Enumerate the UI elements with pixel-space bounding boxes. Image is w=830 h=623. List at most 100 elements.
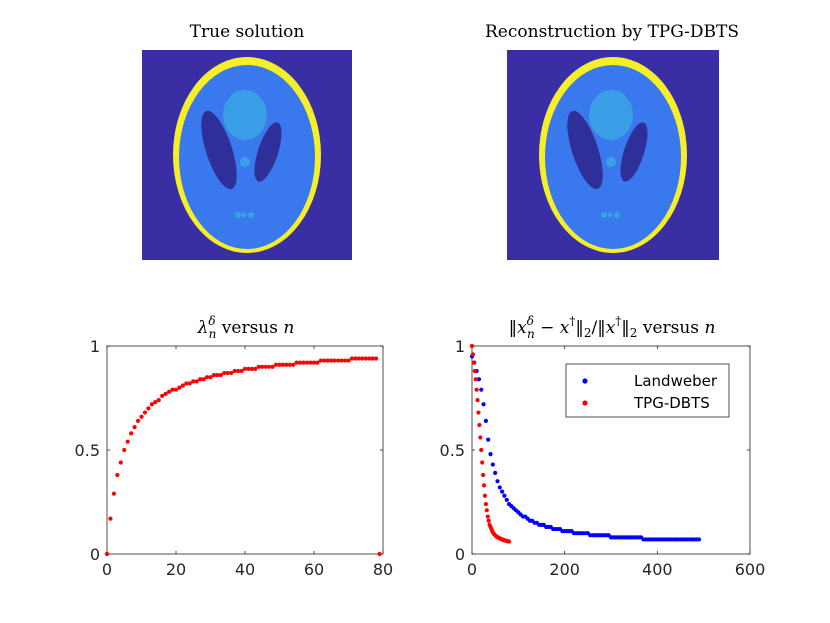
data-point-tpg-dbts: [477, 422, 482, 428]
data-point-lambda: [177, 385, 182, 390]
data-point-lambda: [170, 387, 175, 392]
data-point-landweber: [504, 497, 509, 503]
data-point-tpg-dbts: [472, 368, 477, 374]
data-point-lambda: [222, 370, 227, 376]
title-sup-delta: δ: [527, 314, 534, 328]
data-point-landweber: [488, 452, 493, 457]
data-point-landweber: [497, 485, 502, 490]
y-tick-label: 0.5: [75, 441, 100, 460]
data-point-lambda: [367, 356, 372, 361]
title-norm-close-2: ‖: [621, 318, 630, 338]
data-point-tpg-dbts: [480, 460, 485, 465]
data-point-lambda: [287, 362, 292, 367]
data-point-lambda: [336, 358, 341, 363]
data-point-lambda: [294, 360, 299, 365]
phantom-spot: [607, 212, 613, 218]
data-point-lambda: [298, 360, 303, 365]
title-rest: versus: [637, 318, 704, 338]
data-point-lambda: [377, 551, 382, 557]
y-tick-label: 0.5: [440, 441, 465, 460]
data-point-lambda: [146, 406, 151, 411]
data-point-lambda: [111, 491, 116, 496]
data-point-lambda: [163, 391, 168, 396]
phantom-reconstruction: Reconstruction by TPG-DBTS: [485, 22, 739, 260]
title-x: x: [517, 318, 527, 338]
data-point-lambda: [284, 362, 289, 367]
data-point-lambda: [167, 389, 172, 394]
legend-marker-tpg-dbts: [582, 400, 588, 406]
data-point-lambda: [232, 368, 237, 374]
image-title-true-solution: True solution: [190, 22, 305, 42]
data-point-lambda: [160, 393, 165, 399]
data-point-lambda: [322, 358, 327, 363]
data-point-lambda: [342, 358, 348, 363]
phantom-brain: [179, 65, 315, 249]
data-point-lambda: [184, 381, 189, 386]
data-point-lambda: [239, 368, 244, 374]
title-sub-n: n: [527, 327, 535, 341]
phantom-true-solution: True solution: [142, 22, 352, 260]
data-point-lambda: [356, 356, 361, 361]
data-point-landweber: [502, 493, 507, 498]
title-norm-close: ‖: [575, 318, 584, 338]
data-point-lambda: [301, 360, 306, 365]
data-point-lambda: [115, 472, 120, 478]
phantom-spot: [248, 212, 254, 218]
data-point-lambda: [139, 414, 144, 419]
data-point-lambda: [191, 379, 196, 384]
phantom-spot: [606, 157, 616, 167]
data-point-lambda: [291, 362, 296, 367]
data-point-lambda: [318, 358, 323, 363]
data-point-landweber: [696, 537, 702, 542]
legend-marker-landweber: [582, 378, 588, 384]
data-point-tpg-dbts: [470, 352, 476, 357]
x-tick-label: 0: [102, 560, 112, 579]
phantom-spot: [240, 157, 250, 167]
data-point-lambda: [339, 358, 344, 363]
title-lambda-var: n: [283, 318, 294, 338]
data-point-lambda: [280, 362, 286, 367]
data-point-lambda: [329, 358, 334, 363]
image-title-reconstruction: Reconstruction by TPG-DBTS: [485, 22, 739, 42]
legend-label-landweber: Landweber: [634, 372, 718, 390]
phantom-brain: [545, 65, 681, 249]
title-minus: −: [535, 318, 560, 338]
phantom-left-ventricle: [201, 110, 237, 190]
phantom-upper-blob: [589, 90, 633, 140]
data-point-lambda: [263, 364, 268, 369]
title-lambda-rest: versus: [216, 318, 283, 338]
legend: Landweber TPG-DBTS: [565, 363, 730, 418]
title-sup-dagger-2: †: [615, 314, 621, 328]
x-tick-label: 80: [373, 560, 393, 579]
phantom-spot: [241, 212, 247, 218]
data-point-lambda: [108, 516, 113, 521]
data-point-tpg-dbts: [481, 483, 487, 488]
title-sub-2b: 2: [630, 326, 638, 340]
data-point-lambda: [277, 362, 282, 367]
data-point-tpg-dbts: [485, 514, 490, 519]
y-tick-label: 1: [90, 337, 100, 356]
data-point-lambda: [242, 366, 248, 371]
x-tick-label: 40: [235, 560, 255, 579]
y-tick-label: 0: [90, 545, 100, 564]
data-point-lambda: [253, 366, 258, 371]
phantom-spot: [614, 212, 620, 218]
data-point-lambda: [346, 358, 351, 363]
title-norm-open-2: ‖: [597, 318, 606, 338]
data-point-landweber: [490, 462, 495, 467]
phantom-spot: [601, 212, 607, 218]
data-point-landweber: [500, 489, 505, 494]
data-point-lambda: [218, 373, 223, 378]
data-point-lambda: [198, 377, 203, 382]
data-point-lambda: [129, 431, 134, 436]
data-point-lambda: [374, 356, 379, 361]
data-point-tpg-dbts: [506, 539, 512, 544]
phantom-image-true: [142, 50, 352, 260]
data-point-lambda: [104, 551, 110, 557]
data-point-lambda: [118, 460, 123, 465]
data-point-tpg-dbts: [473, 377, 478, 382]
data-point-lambda: [363, 356, 368, 361]
title-norm-open: ‖: [509, 318, 518, 338]
x-tick-label: 20: [166, 560, 186, 579]
